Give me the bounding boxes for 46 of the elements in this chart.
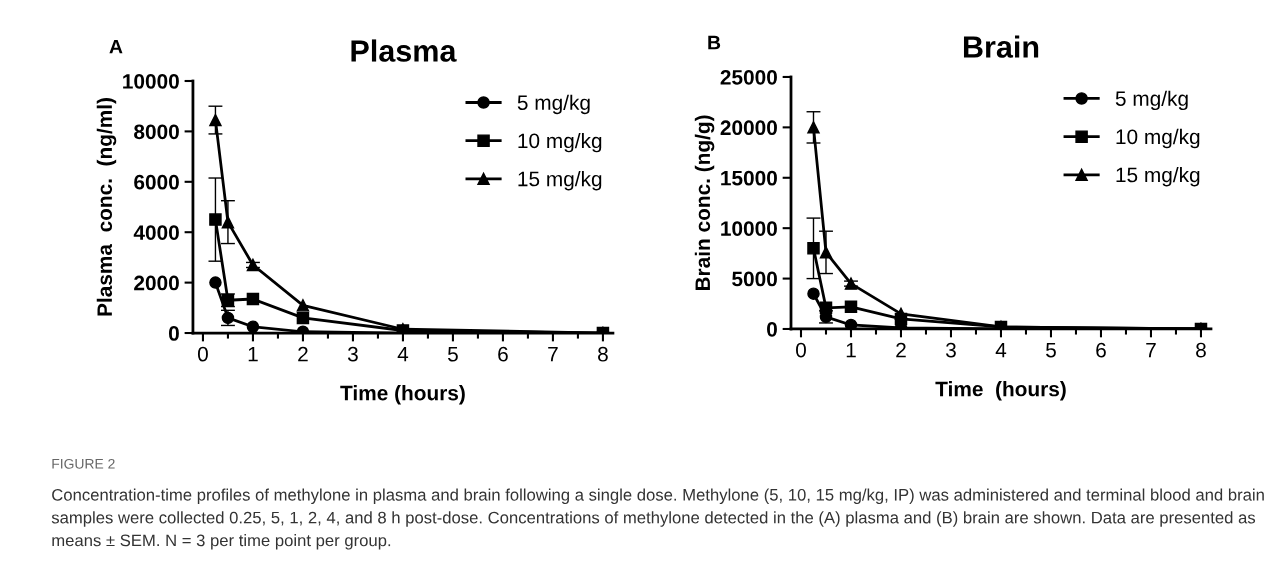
- x-axis-title: Time (hours): [935, 381, 1066, 401]
- x-tick-label: 6: [498, 346, 508, 362]
- text: Concentration-time profiles of methylone in plasma and brain following a single dose. Methylone (5, 10, 15 mg/kg, IP) was administered and terminal blood and brain samples were collected 0.25, 5, 1, 2, 4, and 8 h post-dose. Concentrations of methylone detected in the (A) plasma and (B) brain are shown. Data are presented as means ± SEM. N = 3 per time point per group.: [51, 488, 1264, 550]
- x-tick-label: 2: [896, 342, 906, 358]
- y-tick-label: 5000: [732, 271, 777, 287]
- legend-label: 5 mg/kg: [1115, 90, 1188, 111]
- x-tick-label: 0: [197, 346, 208, 362]
- y-tick-label: 8000: [134, 124, 179, 140]
- x-tick-label: 7: [1146, 342, 1156, 358]
- x-tick-label: 3: [347, 346, 358, 362]
- x-tick-label: 1: [248, 346, 258, 362]
- x-tick-label: 0: [796, 342, 806, 358]
- x-tick-label: 8: [1196, 342, 1206, 358]
- chart-title: Plasma: [351, 39, 457, 62]
- x-tick-label: 1: [846, 342, 856, 358]
- caption: FIGURE 2: [52, 458, 115, 469]
- y-tick-label: 4000: [133, 225, 179, 240]
- x-tick-label: 2: [298, 346, 308, 362]
- y-axis-title: Plasma conc. (ng/ml): [96, 98, 117, 316]
- y-tick-label: 25000: [720, 69, 777, 85]
- y-tick-label: 0: [168, 326, 179, 341]
- x-tick-label: 5: [447, 346, 458, 362]
- y-tick-label: 6000: [134, 174, 179, 190]
- legend-label: 10 mg/kg: [518, 132, 602, 153]
- x-tick-label: 4: [995, 342, 1007, 358]
- x-tick-label: 3: [945, 342, 956, 358]
- legend-label: 15 mg/kg: [518, 171, 602, 191]
- x-tick-label: 5: [1046, 342, 1056, 358]
- x-tick-label: 6: [1096, 342, 1106, 358]
- y-tick-label: 10000: [721, 221, 777, 236]
- x-tick-label: 4: [397, 346, 409, 362]
- y-tick-label: 10000: [123, 74, 179, 89]
- y-tick-label: 0: [767, 321, 777, 337]
- legend-label: 15 mg/kg: [1116, 167, 1200, 187]
- legend-label: 10 mg/kg: [1116, 128, 1200, 149]
- y-tick-label: 15000: [721, 170, 777, 186]
- text: B: [708, 35, 721, 50]
- x-axis-title: Time (hours): [340, 385, 465, 405]
- x-tick-label: 7: [548, 346, 558, 362]
- x-tick-label: 8: [598, 346, 608, 362]
- y-tick-label: 2000: [134, 275, 179, 291]
- text: A: [109, 39, 123, 54]
- legend-label: 5 mg/kg: [517, 94, 590, 115]
- y-tick-label: 20000: [720, 120, 777, 136]
- chart-title: Brain: [963, 35, 1039, 58]
- y-axis-title: Brain conc. (ng/g): [694, 115, 715, 291]
